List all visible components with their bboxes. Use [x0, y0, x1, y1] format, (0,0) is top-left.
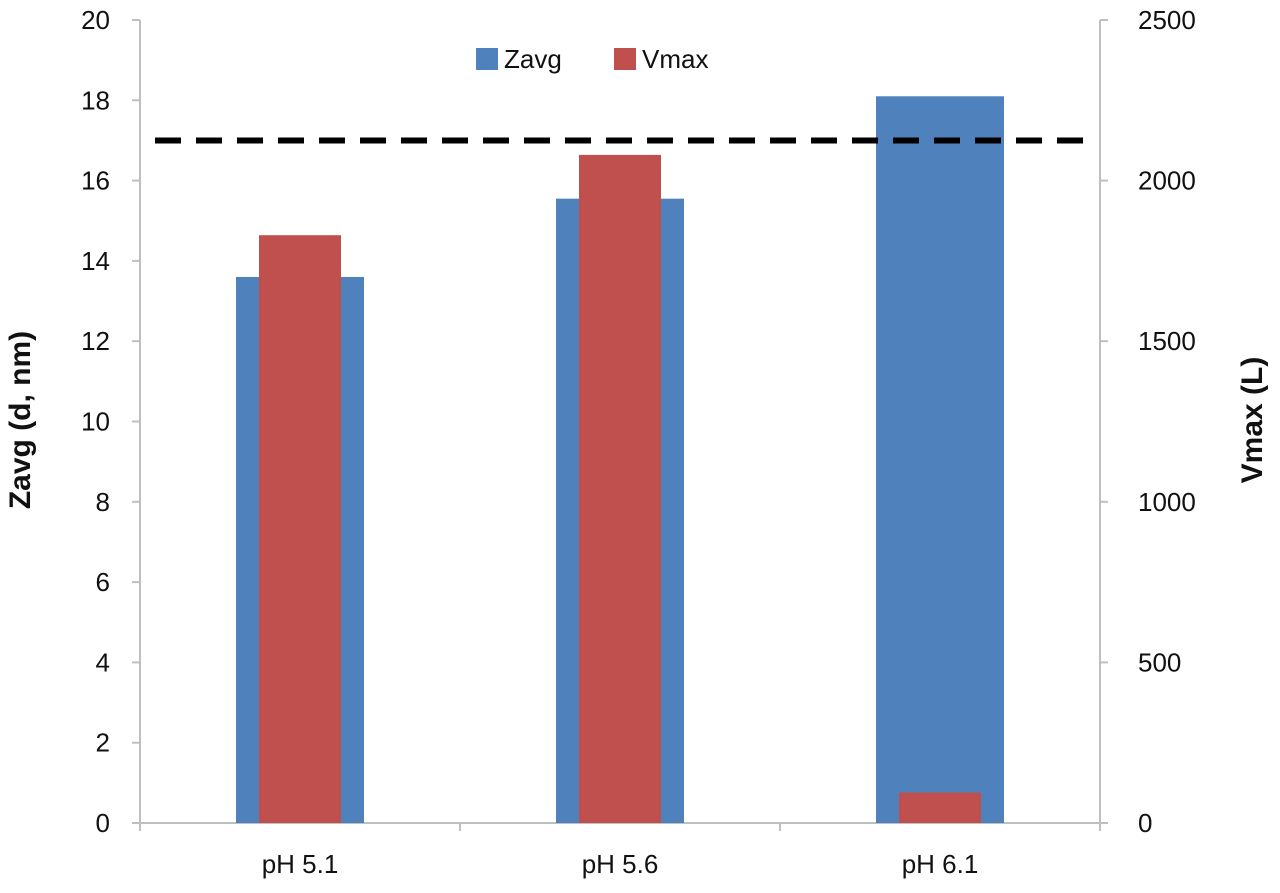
y-tick-label-left: 6: [96, 567, 110, 597]
bar-vmax: [259, 235, 341, 824]
y-tick-label-right: 1000: [1138, 487, 1196, 517]
y-tick-label-right: 1500: [1138, 326, 1196, 356]
x-tick-label: pH 6.1: [902, 849, 979, 879]
legend: Zavg Vmax: [476, 44, 708, 74]
y-tick-label-left: 16: [81, 166, 110, 196]
tick-labels: 0 2 4 6 8 10 12 14 16 18 20 0 500 1000 1500 2000 2500 pH …: [81, 5, 1196, 879]
y-tick-label-left: 4: [96, 647, 110, 677]
y-tick-label-right: 2500: [1138, 5, 1196, 35]
y-tick-label-left: 2: [96, 728, 110, 758]
y-axis-title-left: Zavg (d, nm): [4, 331, 37, 509]
y-axis-title-right: Vmax (L): [1236, 357, 1269, 484]
legend-swatch: [614, 48, 636, 70]
legend-label: Vmax: [642, 44, 708, 74]
y-tick-label-left: 12: [81, 326, 110, 356]
bar-zavg: [876, 96, 1004, 823]
y-tick-label-left: 20: [81, 5, 110, 35]
bar-vmax: [579, 154, 661, 824]
y-tick-label-right: 2000: [1138, 166, 1196, 196]
legend-swatch: [476, 48, 498, 70]
y-tick-label-left: 14: [81, 246, 110, 276]
legend-label: Zavg: [504, 44, 562, 74]
y-tick-label-right: 0: [1138, 808, 1152, 838]
y-tick-label-left: 8: [96, 487, 110, 517]
y-tick-label-left: 10: [81, 407, 110, 437]
y-tick-label-right: 500: [1138, 647, 1181, 677]
x-tick-label: pH 5.6: [582, 849, 659, 879]
y-tick-label-left: 0: [96, 808, 110, 838]
x-tick-label: pH 5.1: [262, 849, 339, 879]
bar-vmax: [899, 792, 981, 823]
bars: [236, 96, 1004, 824]
y-tick-label-left: 18: [81, 85, 110, 115]
